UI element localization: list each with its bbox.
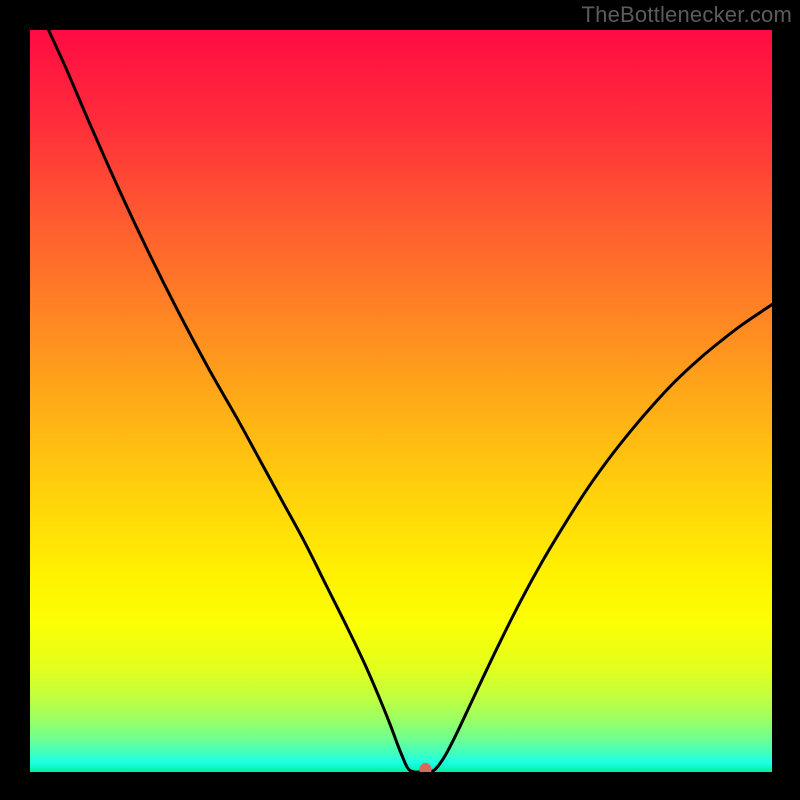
gradient-chart-svg (30, 30, 772, 772)
chart-frame: TheBottlenecker.com (0, 0, 800, 800)
plot-area (30, 30, 772, 772)
watermark-text: TheBottlenecker.com (582, 2, 792, 28)
gradient-background (30, 30, 772, 772)
